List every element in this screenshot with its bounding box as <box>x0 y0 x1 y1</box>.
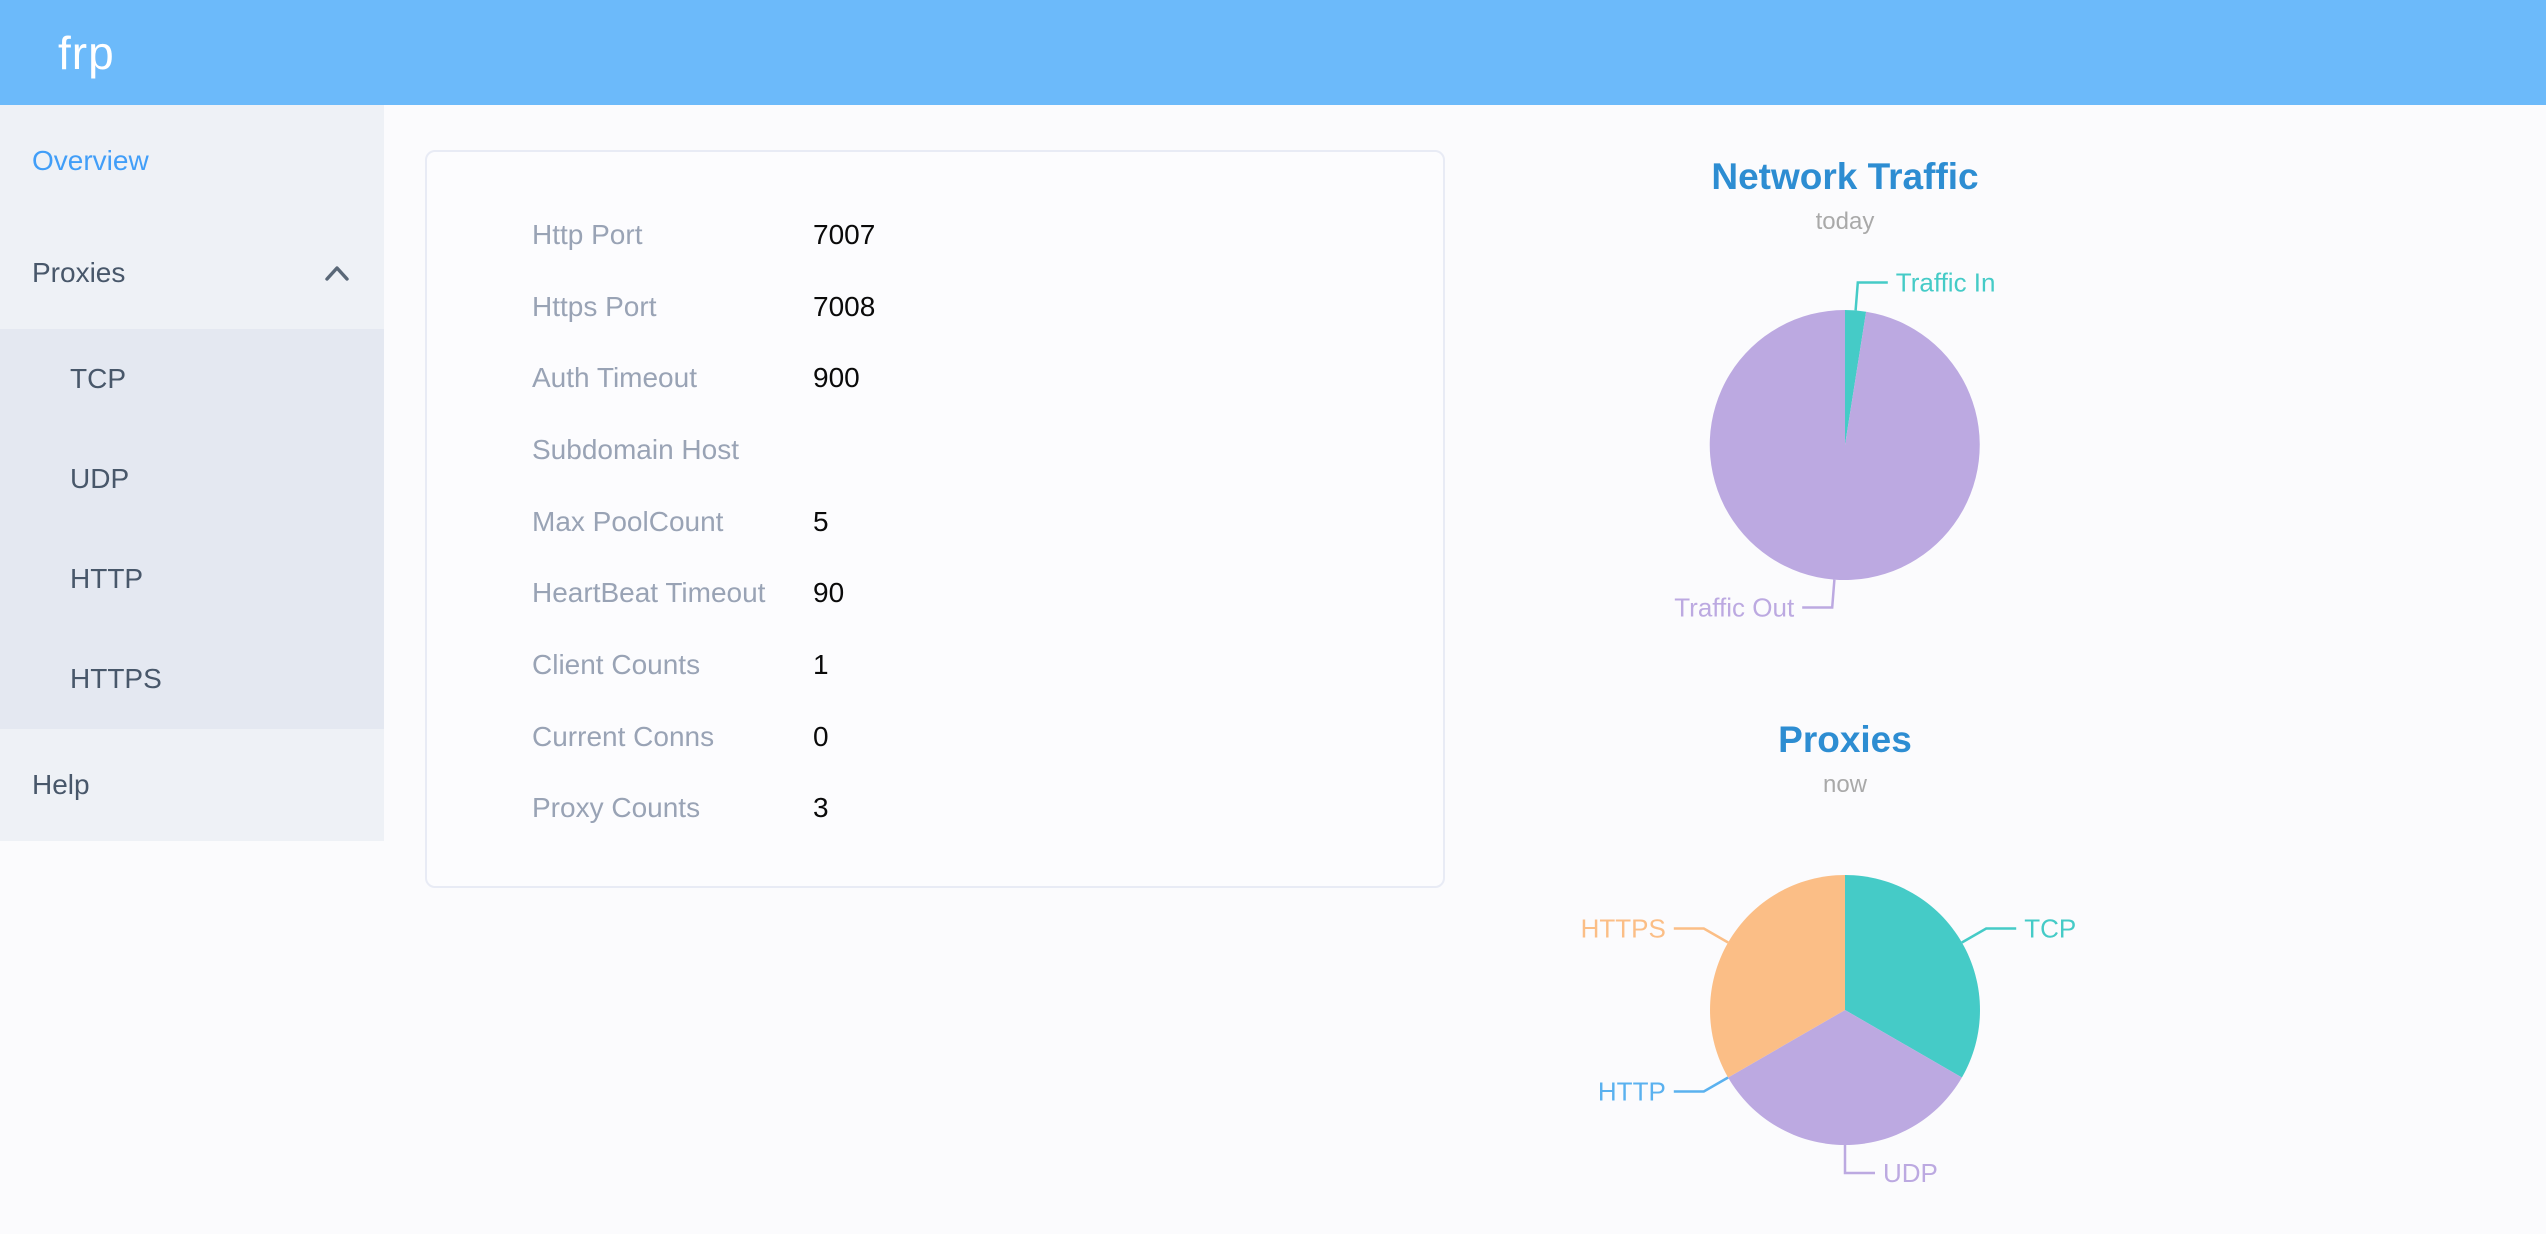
info-label: Https Port <box>532 290 657 322</box>
sidebar-item-tcp[interactable]: TCP <box>0 329 384 429</box>
chart-title: Network Traffic <box>1711 156 1979 197</box>
sidebar-item-overview[interactable]: Overview <box>0 105 384 217</box>
info-label: HeartBeat Timeout <box>532 577 766 609</box>
pie-slice-label: HTTPS <box>1581 914 1666 944</box>
chart-subtitle: now <box>1822 771 1868 798</box>
pie-slice <box>1728 1010 1962 1145</box>
info-value: 0 <box>813 720 829 752</box>
info-value: 7008 <box>813 290 876 322</box>
info-row-auth-timeout: Auth Timeout 900 <box>427 342 1443 414</box>
pie-slice-label: Traffic In <box>1896 268 1996 298</box>
sidebar-item-udp[interactable]: UDP <box>0 429 384 529</box>
proxies-submenu: TCP UDP HTTP HTTPS <box>0 329 384 729</box>
server-info-card: Http Port 7007 Https Port 7008 Auth Time… <box>425 150 1445 888</box>
pie-slice <box>1845 310 1867 445</box>
network-traffic-pie: Traffic In Traffic Out <box>1674 268 1996 623</box>
sidebar-item-proxies[interactable]: Proxies <box>0 217 384 329</box>
chart-subtitle: today <box>1815 208 1875 235</box>
pie-label-line <box>1673 927 1729 944</box>
info-row-max-poolcount: Max PoolCount 5 <box>427 486 1443 558</box>
info-label: Client Counts <box>532 648 701 680</box>
sidebar: Overview Proxies TCP UDP HTTP HTTPS <box>0 105 384 841</box>
info-label: Auth Timeout <box>532 362 697 394</box>
pie-label-line <box>1673 1076 1729 1093</box>
info-value: 3 <box>813 792 829 824</box>
info-label: Http Port <box>532 218 643 250</box>
sidebar-item-label: TCP <box>70 363 126 394</box>
info-label: Subdomain Host <box>532 433 740 465</box>
pie-label-line <box>1843 1145 1875 1175</box>
sidebar-item-label: Overview <box>32 145 149 176</box>
sidebar-item-label: Help <box>32 769 90 800</box>
info-row-proxy-counts: Proxy Counts 3 <box>427 773 1443 845</box>
pie-label-line <box>1802 579 1836 609</box>
network-traffic-chart: Traffic In Traffic Out Network Traffic to… <box>1495 157 2195 697</box>
sidebar-item-http[interactable]: HTTP <box>0 529 384 629</box>
pie-slice-label: Traffic Out <box>1674 593 1795 623</box>
info-row-subdomain-host: Subdomain Host <box>427 414 1443 486</box>
info-row-current-conns: Current Conns 0 <box>427 701 1443 773</box>
pie-slice-label: TCP <box>2024 914 2076 944</box>
info-value: 5 <box>813 505 829 537</box>
info-row-client-counts: Client Counts 1 <box>427 629 1443 701</box>
info-label: Current Conns <box>532 720 715 752</box>
info-value: 7007 <box>813 218 876 250</box>
proxies-pie: TCP UDP HTTP HTTPS <box>1581 875 2076 1188</box>
sidebar-item-label: HTTP <box>70 563 144 594</box>
pie-slice-label: UDP <box>1883 1158 1938 1188</box>
info-row-https-port: Https Port 7008 <box>427 271 1443 343</box>
app-header: frp <box>0 0 2546 105</box>
app-logo: frp <box>58 26 115 79</box>
sidebar-item-label: Proxies <box>32 257 126 288</box>
sidebar-item-help[interactable]: Help <box>0 729 384 841</box>
sidebar-item-label: UDP <box>70 463 130 494</box>
info-label: Max PoolCount <box>532 505 724 537</box>
chart-title: Proxies <box>1778 719 1912 760</box>
pie-label-line <box>1854 281 1888 311</box>
pie-slice <box>1845 875 1980 1078</box>
sidebar-item-label: HTTPS <box>70 663 162 694</box>
pie-slice-label: HTTP <box>1598 1077 1666 1107</box>
info-value: 90 <box>813 577 845 609</box>
proxies-chart: TCP UDP HTTP HTTPS Proxies now <box>1495 720 2195 1234</box>
info-row-heartbeat-timeout: HeartBeat Timeout 90 <box>427 557 1443 629</box>
info-value: 900 <box>813 362 860 394</box>
chevron-up-icon <box>324 217 350 329</box>
pie-slice <box>1709 309 1980 580</box>
info-row-http-port: Http Port 7007 <box>427 199 1443 271</box>
pie-slice <box>1710 875 1845 1078</box>
info-value: 1 <box>813 648 829 680</box>
sidebar-item-https[interactable]: HTTPS <box>0 629 384 729</box>
pie-label-line <box>1961 927 2017 944</box>
info-label: Proxy Counts <box>532 792 701 824</box>
